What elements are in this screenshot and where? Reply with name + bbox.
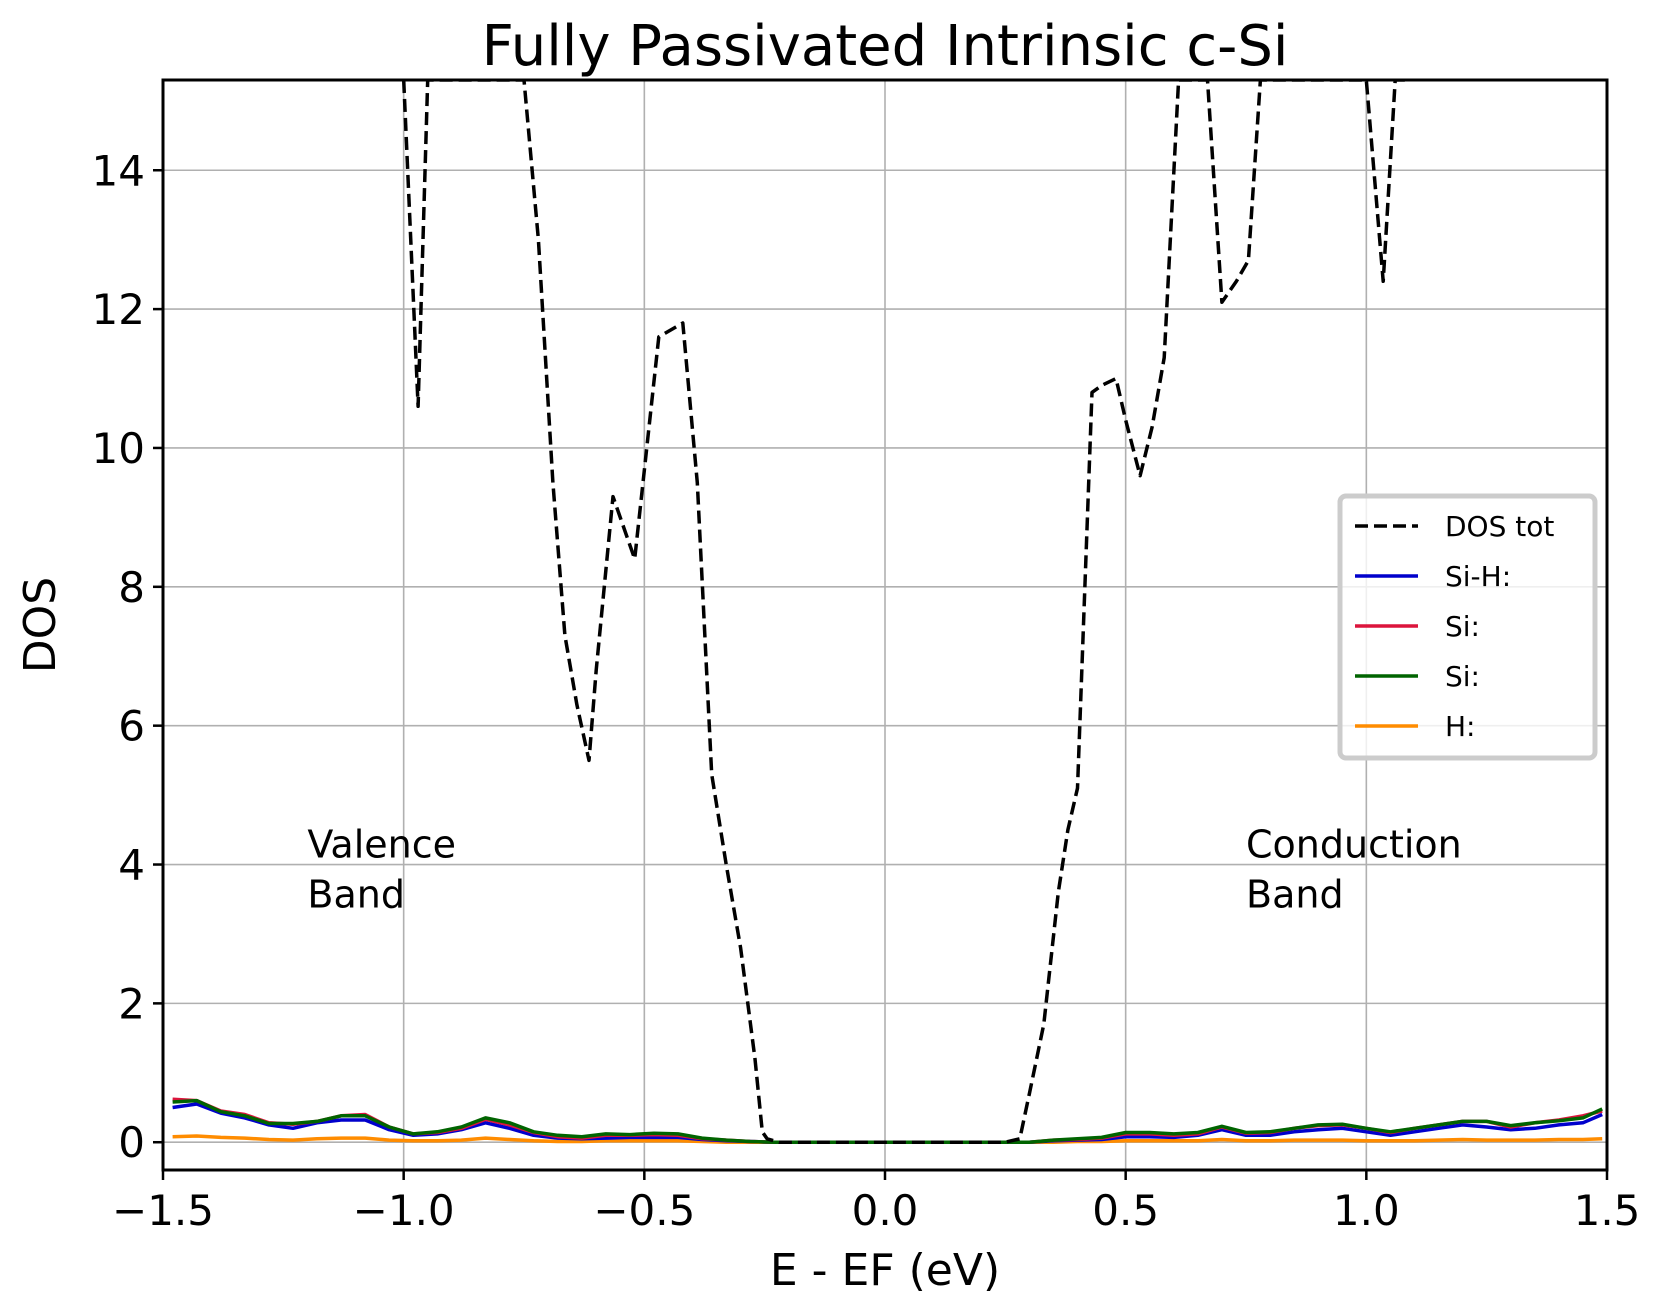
legend-label: Si-H: [1445,560,1511,593]
chart-title: Fully Passivated Intrinsic c-Si [482,14,1289,79]
x-tick-label: −1.5 [112,1186,214,1235]
y-tick-label: 12 [92,285,145,334]
y-axis-label: DOS [15,577,66,673]
x-tick-label: 1.0 [1333,1186,1400,1235]
legend-box [1337,493,1598,761]
band-annotation: Band [1246,873,1344,917]
x-tick-label: 0.5 [1092,1186,1159,1235]
legend-label: Si: [1445,660,1480,693]
band-annotation: Valence [307,823,456,867]
annotation-layer: Valence Band Conduction Band [307,823,1461,917]
x-tick-label: −0.5 [593,1186,695,1235]
series-line-1 [172,1102,1603,1144]
y-tick-label: 14 [92,146,145,195]
legend-label: DOS tot [1445,510,1554,543]
x-axis-label: E - EF (eV) [770,1245,1000,1296]
band-annotation: Conduction [1246,823,1462,867]
y-tick-label: 10 [92,424,145,473]
x-tick-label: 0.0 [852,1186,919,1235]
x-tick-label: −1.0 [353,1186,455,1235]
y-tick-label: 0 [118,1118,145,1167]
series-line-0 [401,80,1405,1144]
y-tick-label: 4 [118,841,145,890]
ticks-layer: −1.5 −1.0 −0.5 0.0 0.5 1.0 1.5 0 2 4 6 8 10 12 14 [92,146,1641,1235]
legend-label: H: [1445,710,1476,743]
series-layer [172,80,1603,1144]
legend: DOS tot Si-H: Si: Si: H: [1337,493,1598,761]
y-tick-label: 6 [118,702,145,751]
y-tick-label: 2 [118,979,145,1028]
band-annotation: Band [307,873,405,917]
x-tick-label: 1.5 [1574,1186,1641,1235]
y-tick-label: 8 [118,563,145,612]
legend-label: Si: [1445,610,1480,643]
